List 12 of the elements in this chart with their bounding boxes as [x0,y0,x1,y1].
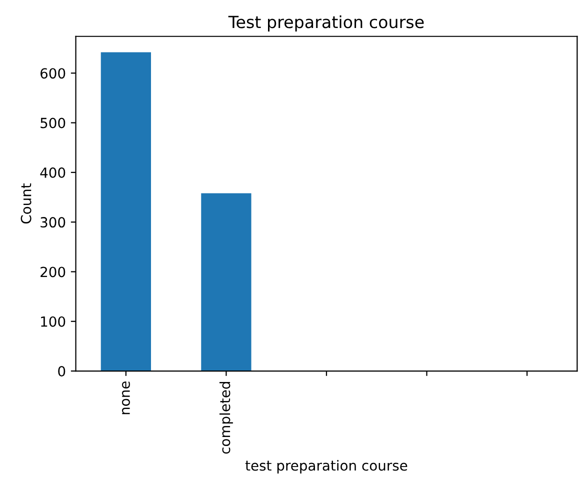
y-tick-label: 500 [40,118,66,128]
x-tick-label: none [122,381,130,414]
y-tick-label: 600 [40,68,66,79]
y-axis-title: Count [20,183,32,224]
y-tick-label: 400 [40,167,66,178]
y-tick-label: 100 [41,316,66,327]
y-tick-label: 0 [58,366,66,376]
y-tick-label: 200 [40,266,66,278]
y-tick-label: 300 [40,217,66,228]
x-axis-title: test preparation course [245,460,408,474]
x-tick-label: completed [219,382,233,454]
chart-title: Test preparation course [228,15,424,32]
